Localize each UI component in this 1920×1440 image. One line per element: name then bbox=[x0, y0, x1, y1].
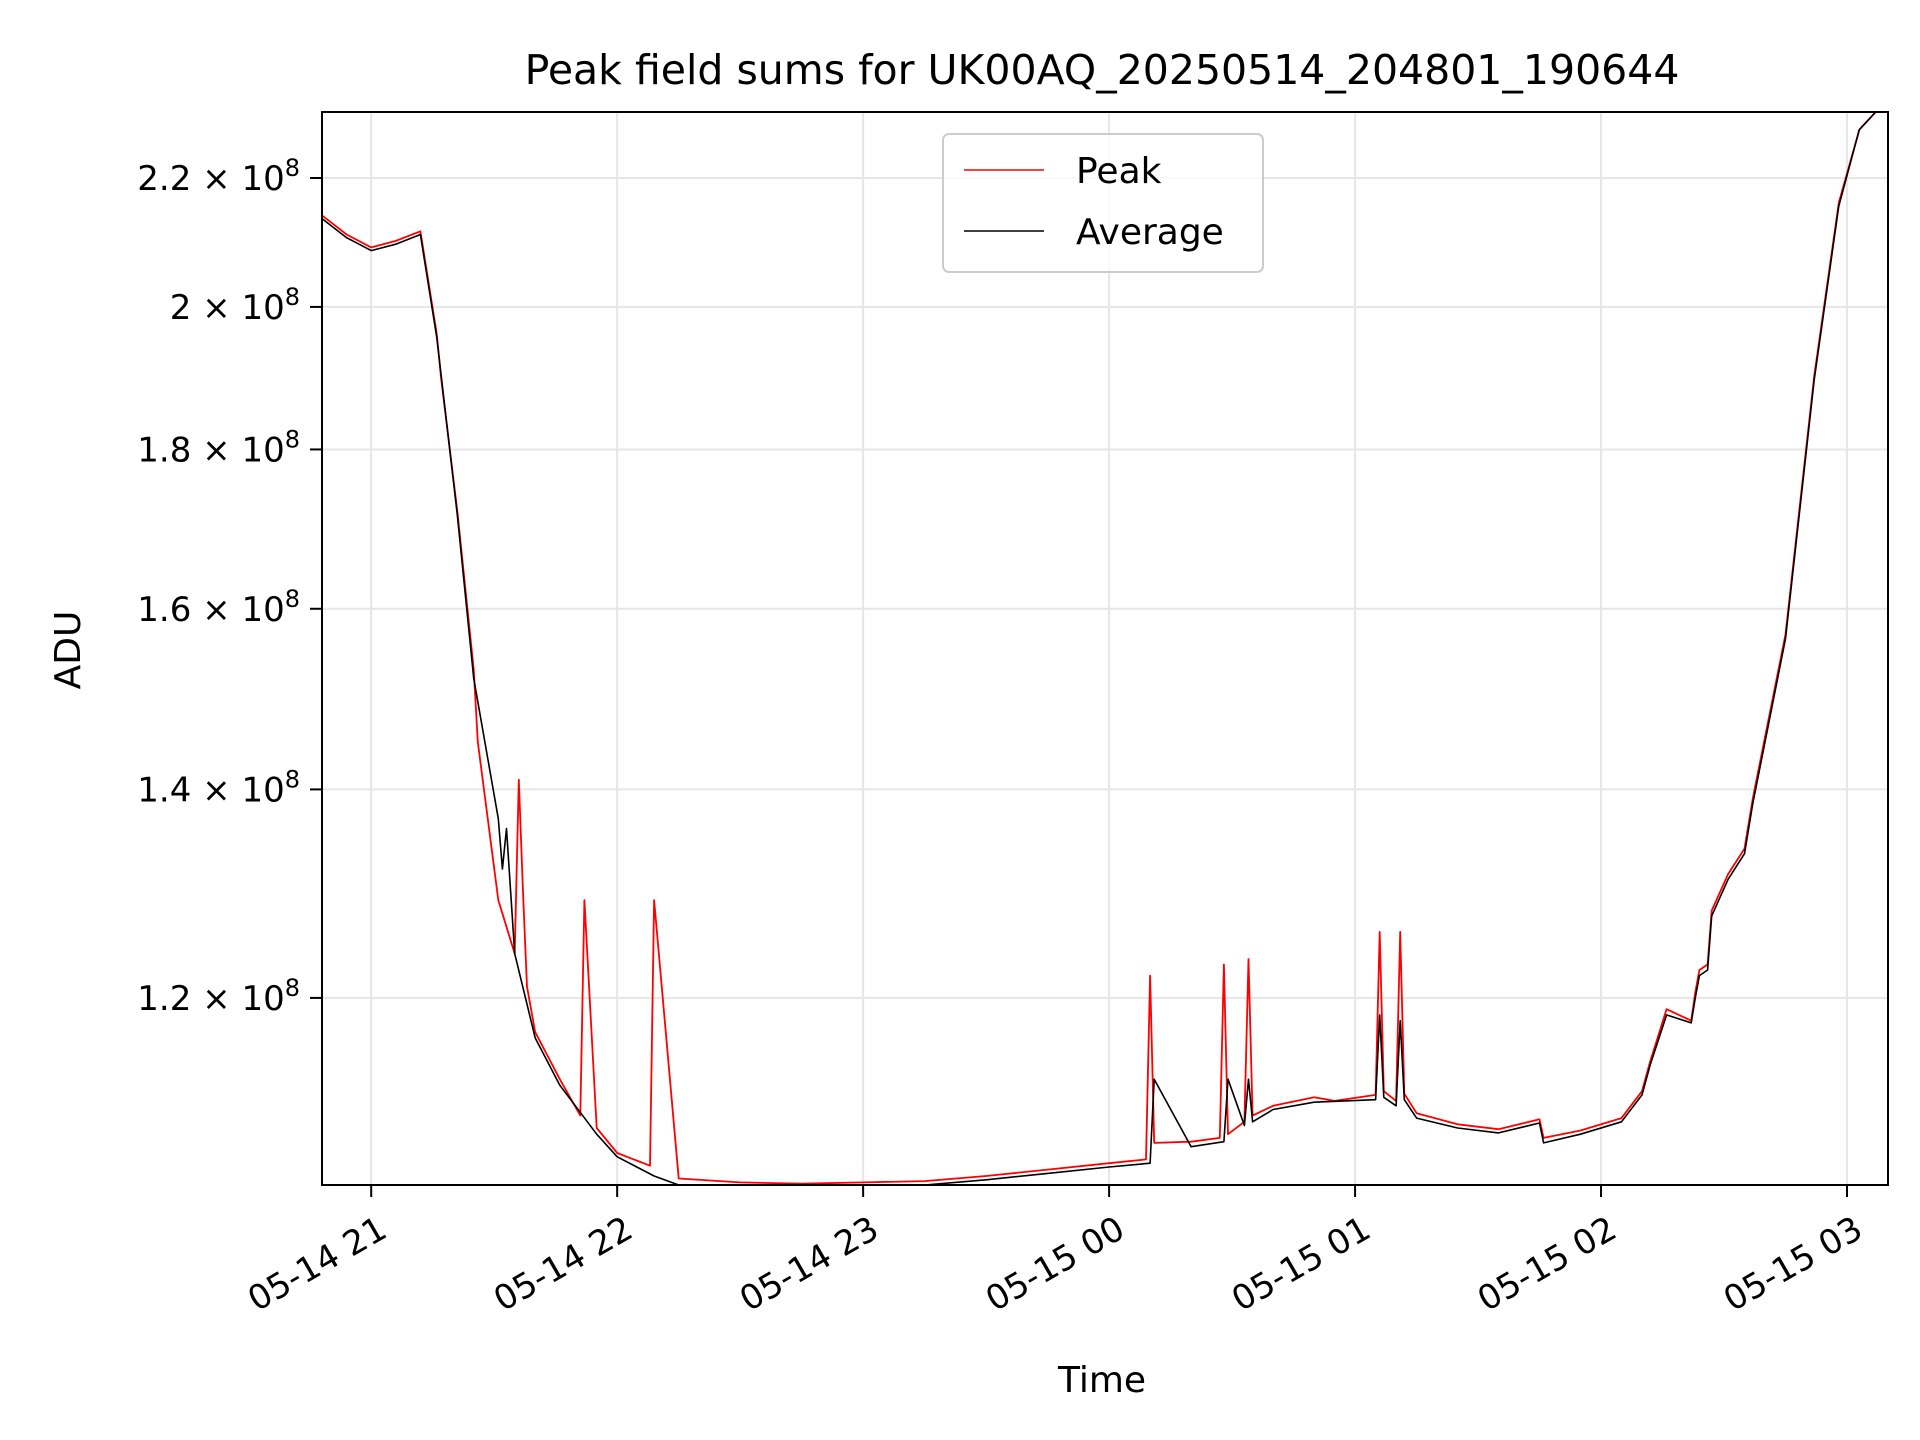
y-tick-times: × 10 bbox=[191, 979, 284, 1019]
y-tick-mantissa: 1.4 bbox=[137, 770, 191, 810]
y-tick-label: 2.2 × 108 bbox=[137, 154, 300, 199]
y-tick-label: 1.8 × 108 bbox=[137, 425, 300, 470]
y-tick-mantissa: 1.2 bbox=[137, 979, 191, 1019]
y-tick-label: 1.4 × 108 bbox=[137, 765, 300, 810]
y-tick-label: 1.6 × 108 bbox=[137, 585, 300, 630]
y-tick-exponent: 8 bbox=[285, 585, 300, 613]
legend-box bbox=[942, 133, 1264, 273]
plot-frame bbox=[321, 111, 1889, 1186]
y-tick-exponent: 8 bbox=[285, 283, 300, 311]
y-tick-mantissa: 2 bbox=[170, 288, 192, 328]
y-tick-mantissa: 1.8 bbox=[137, 430, 191, 470]
y-tick-exponent: 8 bbox=[285, 765, 300, 793]
y-tick-mantissa: 2.2 bbox=[137, 159, 191, 199]
y-tick-times: × 10 bbox=[191, 288, 284, 328]
series-group bbox=[322, 112, 1888, 1185]
y-tick-times: × 10 bbox=[191, 430, 284, 470]
legend-label-peak: Peak bbox=[1076, 151, 1162, 192]
legend-label-average: Average bbox=[1076, 212, 1224, 253]
y-tick-times: × 10 bbox=[191, 770, 284, 810]
y-axis-label: ADU bbox=[48, 611, 89, 690]
y-tick-exponent: 8 bbox=[285, 154, 300, 182]
series-line-peak bbox=[322, 112, 1888, 1185]
y-tick-times: × 10 bbox=[191, 590, 284, 630]
y-tick-label: 2 × 108 bbox=[170, 283, 300, 328]
y-tick-label: 1.2 × 108 bbox=[137, 974, 300, 1019]
y-tick-exponent: 8 bbox=[285, 425, 300, 453]
x-axis-label: Time bbox=[1057, 1360, 1146, 1401]
series-line-average bbox=[322, 112, 1888, 1185]
y-tick-mantissa: 1.6 bbox=[137, 590, 191, 630]
y-tick-exponent: 8 bbox=[285, 974, 300, 1002]
chart-title: Peak field sums for UK00AQ_20250514_2048… bbox=[525, 46, 1680, 94]
legend: Peak Average bbox=[942, 133, 1264, 273]
y-tick-times: × 10 bbox=[191, 159, 284, 199]
